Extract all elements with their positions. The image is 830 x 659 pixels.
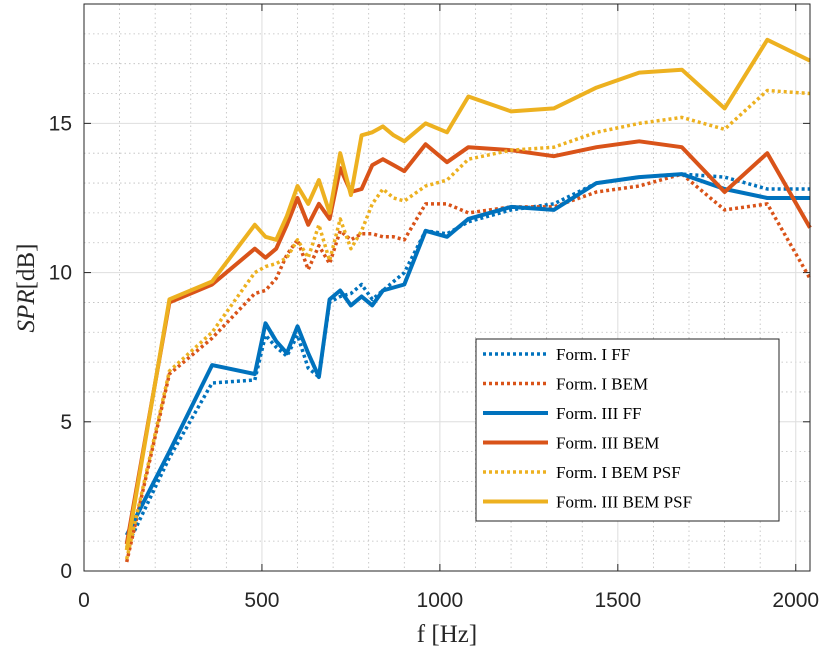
legend-label: Form. III BEM PSF	[556, 493, 692, 512]
series-line-5	[124, 88, 811, 560]
y-tick-label: 15	[49, 112, 72, 135]
y-tick-labels: 0 5 10 15	[49, 112, 72, 583]
y-tick-label: 0	[60, 560, 72, 583]
y-axis-label: SPR[dB]	[13, 244, 40, 333]
series-line-3	[124, 172, 810, 537]
x-tick-label: 1500	[594, 589, 641, 612]
y-axis-label-symbol: SPR	[13, 289, 40, 332]
series-layer	[124, 37, 812, 563]
legend-box	[475, 338, 780, 522]
plot-frame	[83, 3, 811, 572]
y-tick-label: 5	[60, 411, 72, 434]
series-line-1	[125, 172, 810, 548]
x-tick-label: 1000	[417, 589, 464, 612]
legend-label: Form. III BEM	[556, 434, 659, 453]
x-tick-label: 500	[244, 589, 279, 612]
legend-label: Form. I FF	[556, 345, 630, 364]
y-axis-label-unit: [dB]	[13, 244, 40, 290]
series-line-6	[124, 37, 811, 551]
x-axis-label: f [Hz]	[417, 621, 477, 648]
x-tick-label: 0	[78, 589, 90, 612]
legend-label: Form. I BEM PSF	[556, 463, 681, 482]
legend-label: Form. I BEM	[556, 375, 648, 394]
series-line-2	[124, 172, 812, 563]
y-tick-label: 10	[49, 262, 72, 285]
x-tick-labels: 0 500 1000 1500 2000	[78, 589, 819, 612]
x-tick-label: 2000	[772, 589, 819, 612]
legend: Form. I FF Form. I BEM Form. III FF Form. I…	[475, 338, 780, 522]
series-line-4	[124, 139, 812, 545]
legend-label: Form. III FF	[556, 404, 641, 423]
